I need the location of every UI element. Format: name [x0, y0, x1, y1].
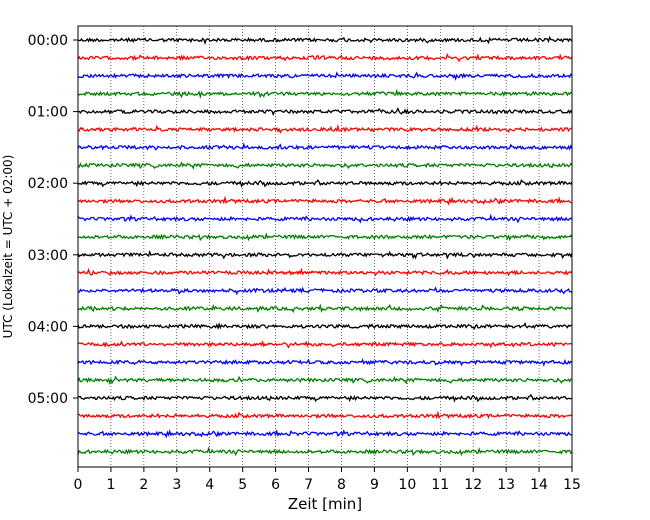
trace-line: [77, 267, 573, 277]
trace-line: [77, 142, 573, 151]
y-axis-ticks: 00:00 01:00 02:00 03:00 04:00 05:00: [28, 33, 78, 407]
x-tick-label: 12: [464, 477, 482, 493]
trace-line: [77, 178, 573, 188]
x-tick-label: 4: [205, 477, 214, 493]
y-tick-label: 03:00: [28, 248, 68, 264]
x-axis-label: Zeit [min]: [288, 495, 362, 513]
x-tick-label: 7: [304, 477, 313, 493]
trace-line: [77, 303, 573, 314]
y-tick-label: 05:00: [28, 391, 68, 407]
trace-line: [77, 195, 572, 206]
x-tick-label: 2: [139, 477, 148, 493]
trace-line: [77, 375, 573, 386]
trace-line: [77, 429, 573, 439]
vertical-grid: [110, 26, 540, 467]
trace-line: [77, 88, 573, 100]
trace-line: [77, 358, 573, 367]
trace-line: [77, 107, 573, 117]
x-tick-label: 13: [497, 477, 515, 493]
x-tick-label: 14: [530, 477, 548, 493]
x-tick-label: 3: [172, 477, 181, 493]
y-tick-label: 01:00: [28, 105, 68, 121]
trace-line: [78, 410, 573, 420]
trace-line: [77, 286, 573, 296]
y-tick-label: 04:00: [28, 319, 68, 335]
trace-line: [77, 213, 573, 224]
y-tick-label: 02:00: [28, 176, 68, 192]
x-tick-label: 0: [74, 477, 83, 493]
trace-line: [77, 446, 573, 457]
trace-line: [77, 71, 573, 82]
x-tick-label: 15: [563, 477, 581, 493]
trace-line: [77, 249, 573, 260]
x-tick-label: 6: [271, 477, 280, 493]
x-tick-label: 5: [238, 477, 247, 493]
y-axis-label: UTC (Lokalzeit = UTC + 02:00): [1, 155, 15, 339]
trace-line: [77, 53, 573, 63]
trace-line: [77, 393, 573, 403]
x-tick-label: 11: [431, 477, 449, 493]
x-tick-label: 10: [398, 477, 416, 493]
x-axis-ticks: 0 1 2 3 4 5 6 7 8 9 10 11 12 13 14 15: [74, 467, 581, 493]
plot-frame: [77, 25, 573, 468]
x-tick-label: 1: [106, 477, 115, 493]
trace-line: [77, 321, 573, 331]
trace-line: [77, 232, 573, 242]
trace-line: [77, 35, 573, 45]
trace-line: [77, 123, 573, 134]
x-tick-label: 8: [337, 477, 346, 493]
trace-line: [77, 340, 573, 349]
x-tick-label: 9: [370, 477, 379, 493]
y-tick-label: 00:00: [28, 33, 68, 49]
seismic-traces: [77, 35, 573, 457]
trace-line: [77, 161, 573, 170]
